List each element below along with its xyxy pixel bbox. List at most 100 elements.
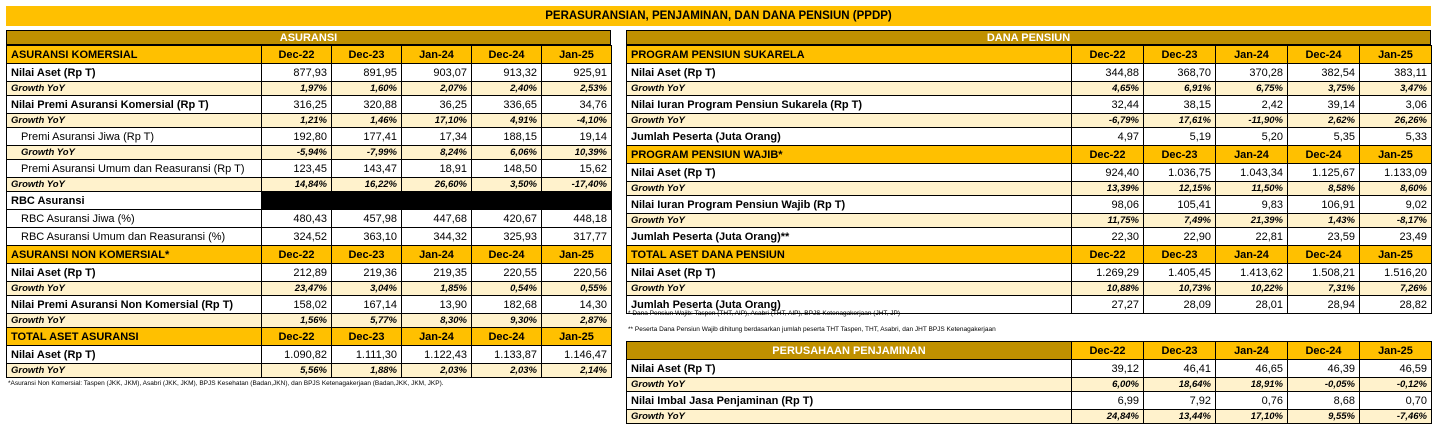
value-cell: 182,68	[471, 295, 542, 314]
value-cell: 3,04%	[331, 281, 402, 296]
row-label: RBC Asuransi	[6, 191, 262, 210]
growth-row: Growth YoY 24,84% 13,44% 17,10% 9,55% -7,46%	[626, 409, 1432, 424]
value-cell: 924,40	[1071, 163, 1144, 182]
value-cell: 23,59	[1287, 227, 1360, 246]
value-cell: 316,25	[261, 95, 332, 114]
value-cell: 480,43	[261, 209, 332, 228]
table-row: Nilai Premi Asuransi Komersial (Rp T) 316…	[6, 95, 612, 114]
value-cell: 5,20	[1215, 127, 1288, 146]
value-cell: 23,49	[1359, 227, 1432, 246]
value-cell: 383,11	[1359, 63, 1432, 82]
value-cell: 18,64%	[1143, 377, 1216, 392]
value-cell: 36,25	[401, 95, 472, 114]
col-header: Jan-24	[1215, 341, 1288, 360]
col-header: Jan-25	[541, 45, 612, 64]
table-row: Nilai Aset (Rp T) 39,12 46,41 46,65 46,39 46,…	[626, 359, 1432, 378]
value-cell: 24,84%	[1071, 409, 1144, 424]
col-header: Dec-22	[1071, 341, 1144, 360]
col-header: Dec-22	[1071, 245, 1144, 264]
col-header: Jan-24	[1215, 45, 1288, 64]
value-cell: 1.133,87	[471, 345, 542, 364]
value-cell: 1,43%	[1287, 213, 1360, 228]
value-cell: -7,99%	[331, 145, 402, 160]
value-cell: 39,12	[1071, 359, 1144, 378]
value-cell: 46,59	[1359, 359, 1432, 378]
table-row: Nilai Premi Asuransi Non Komersial (Rp T…	[6, 295, 612, 314]
value-cell: 420,67	[471, 209, 542, 228]
section-header-row: ASURANSI NON KOMERSIAL* Dec-22 Dec-23 Jan-2…	[6, 245, 612, 264]
value-cell: 17,10%	[401, 113, 472, 128]
value-cell: 2,03%	[471, 363, 542, 378]
value-cell: 23,47%	[261, 281, 332, 296]
col-header: Jan-25	[1359, 45, 1432, 64]
table-row: Nilai Aset (Rp T) 344,88 368,70 370,28 382,5…	[626, 63, 1432, 82]
section-header-row: PROGRAM PENSIUN SUKARELA Dec-22 Dec-23 Jan-…	[626, 45, 1432, 64]
value-cell: 1,21%	[261, 113, 332, 128]
value-cell: 9,55%	[1287, 409, 1360, 424]
growth-row: Growth YoY 10,88% 10,73% 10,22% 7,31% 7,26%	[626, 281, 1432, 296]
row-label: Jumlah Peserta (Juta Orang)	[626, 295, 1072, 314]
col-header: Dec-22	[1071, 45, 1144, 64]
value-cell: 17,34	[401, 127, 472, 146]
row-label: Nilai Iuran Program Pensiun Wajib (Rp T)	[626, 195, 1072, 214]
growth-row: Growth YoY 11,75% 7,49% 21,39% 1,43% -8,17%	[626, 213, 1432, 228]
row-label: Growth YoY	[6, 177, 262, 192]
value-cell: 1,97%	[261, 81, 332, 96]
value-cell: 16,22%	[331, 177, 402, 192]
col-header: Dec-23	[1143, 245, 1216, 264]
value-cell: 891,95	[331, 63, 402, 82]
value-cell: 1.111,30	[331, 345, 402, 364]
value-cell: 10,22%	[1215, 281, 1288, 296]
penjaminan-header-row: PERUSAHAAN PENJAMINAN Dec-22 Dec-23 Jan-…	[626, 341, 1432, 360]
value-cell: 18,91	[401, 159, 472, 178]
value-cell: 212,89	[261, 263, 332, 282]
value-cell: 188,15	[471, 127, 542, 146]
row-label: Growth YoY	[626, 409, 1072, 424]
value-cell: 10,73%	[1143, 281, 1216, 296]
table-row: Nilai Aset (Rp T) 877,93 891,95 903,07 913,3…	[6, 63, 612, 82]
row-label: Nilai Aset (Rp T)	[6, 63, 262, 82]
value-cell: -4,10%	[541, 113, 612, 128]
value-cell: 220,55	[471, 263, 542, 282]
row-label: Nilai Aset (Rp T)	[6, 263, 262, 282]
value-cell: 22,90	[1143, 227, 1216, 246]
value-cell: 46,41	[1143, 359, 1216, 378]
value-cell: 13,90	[401, 295, 472, 314]
value-cell: 167,14	[331, 295, 402, 314]
value-cell: -11,90%	[1215, 113, 1288, 128]
growth-row: Growth YoY 4,65% 6,91% 6,75% 3,75% 3,47%	[626, 81, 1432, 96]
row-label: PROGRAM PENSIUN WAJIB*	[626, 145, 1072, 164]
row-label: Nilai Aset (Rp T)	[626, 359, 1072, 378]
growth-row: Growth YoY 14,84% 16,22% 26,60% 3,50% -17,40%	[6, 177, 612, 192]
col-header: Jan-24	[401, 245, 472, 264]
row-label: Growth YoY	[6, 145, 262, 160]
value-cell: 363,10	[331, 227, 402, 246]
table-row: Nilai Aset (Rp T) 924,40 1.036,75 1.043,34 1…	[626, 163, 1432, 182]
col-header: Jan-24	[1215, 145, 1288, 164]
value-cell: 123,45	[261, 159, 332, 178]
value-cell: 1,46%	[331, 113, 402, 128]
value-cell: 21,39%	[1215, 213, 1288, 228]
value-cell: 7,92	[1143, 391, 1216, 410]
value-cell: 27,27	[1071, 295, 1144, 314]
col-header: Jan-25	[1359, 341, 1432, 360]
asuransi-title: ASURANSI	[6, 30, 611, 45]
table-row: Nilai Imbal Jasa Penjaminan (Rp T) 6,99 7,…	[626, 391, 1432, 410]
table-row: Jumlah Peserta (Juta Orang) 27,27 28,09 28,…	[626, 295, 1432, 314]
value-cell: 6,99	[1071, 391, 1144, 410]
value-cell: 7,49%	[1143, 213, 1216, 228]
asuransi-panel: ASURANSI ASURANSI KOMERSIAL Dec-22 Dec-23 J…	[6, 30, 612, 378]
value-cell: 1,88%	[331, 363, 402, 378]
value-cell: 192,80	[261, 127, 332, 146]
section-header-row: TOTAL ASET ASURANSI Dec-22 Dec-23 Jan-24 Dec…	[6, 327, 612, 346]
col-header: Dec-23	[1143, 45, 1216, 64]
value-cell: 1.090,82	[261, 345, 332, 364]
col-header: Dec-22	[261, 45, 332, 64]
value-cell: 14,30	[541, 295, 612, 314]
growth-row: Growth YoY 1,97% 1,60% 2,07% 2,40% 2,53%	[6, 81, 612, 96]
col-header: Dec-23	[331, 327, 402, 346]
value-cell: 148,50	[471, 159, 542, 178]
col-header: Dec-23	[1143, 145, 1216, 164]
value-cell: 5,56%	[261, 363, 332, 378]
value-cell: 105,41	[1143, 195, 1216, 214]
